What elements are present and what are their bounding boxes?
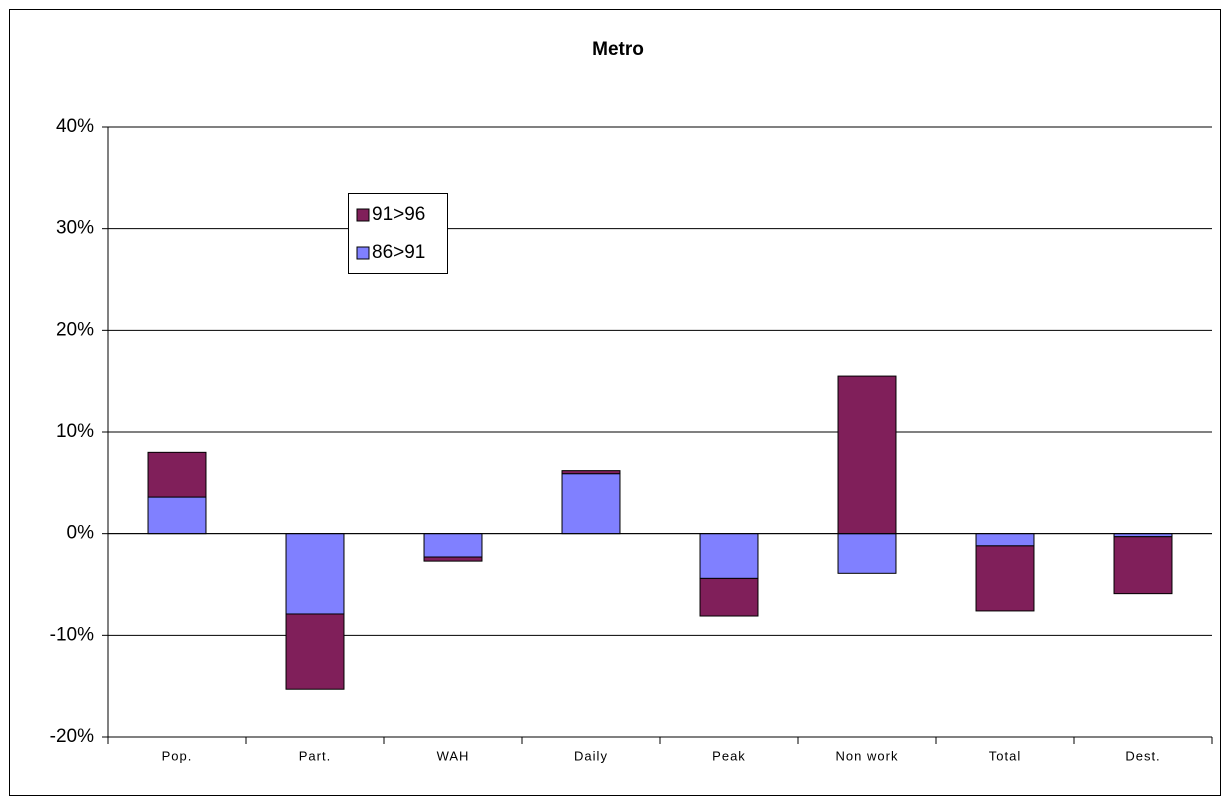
bar-segment [285,613,345,690]
x-tick-label: WAH [437,748,470,763]
legend-label: 86>91 [372,242,425,263]
bar-segment [561,473,621,535]
bar-segment [423,556,483,562]
legend-swatch [356,208,370,222]
x-tick-label: Non work [836,748,899,763]
x-tick-label: Part. [299,748,331,763]
bar-segment [837,375,897,535]
bar-segment [699,533,759,579]
y-tick-label: 20% [56,319,94,340]
legend-label: 91>96 [372,204,425,225]
bar-segment [147,496,207,535]
bar-segment [561,470,621,475]
y-tick-label: 0% [67,523,95,544]
legend-swatch [356,246,370,260]
y-tick-label: 30% [56,218,94,239]
x-tick-label: Total [989,748,1021,763]
y-tick-label: 40% [56,116,94,137]
x-tick-label: Dest. [1125,748,1160,763]
chart-title: Metro [592,39,644,60]
bar-segment [147,451,207,498]
x-tick-label: Daily [574,748,608,763]
legend-box [348,193,448,274]
bar-segment [975,545,1035,612]
y-tick-label: -20% [50,726,94,747]
bar-segment [975,533,1035,547]
y-tick-label: -10% [50,624,94,645]
bar-segment [423,533,483,558]
bar-segment [837,533,897,574]
x-tick-label: Pop. [162,748,193,763]
y-tick-label: 10% [56,421,94,442]
chart-border [9,9,1221,796]
bar-segment [699,577,759,617]
x-tick-label: Peak [712,748,746,763]
bar-segment [285,533,345,615]
bar-segment [1113,536,1173,595]
